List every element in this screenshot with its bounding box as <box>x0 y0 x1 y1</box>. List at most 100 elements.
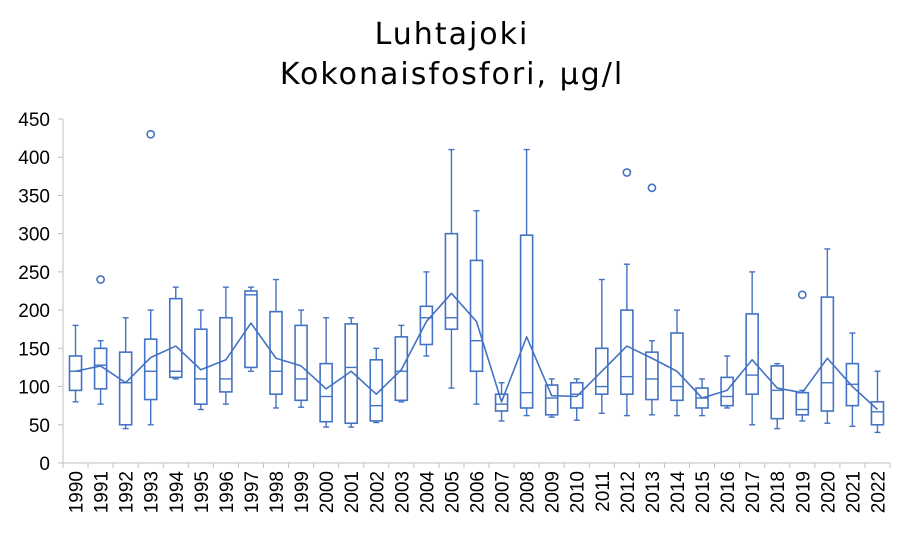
box-plot-2002 <box>369 347 384 424</box>
box-iqr <box>745 313 759 395</box>
x-tick-label: 2018 <box>768 471 789 513</box>
box-plot-1992 <box>118 317 133 430</box>
outlier-point <box>647 183 657 193</box>
box-plot-1990 <box>68 324 83 403</box>
box-plot-2022 <box>870 370 885 434</box>
box-iqr <box>118 351 133 426</box>
box-plot-2019 <box>795 290 810 422</box>
box-plot-2008 <box>519 148 534 417</box>
x-tick-label: 2021 <box>843 471 864 513</box>
box-plot-2000 <box>319 317 333 428</box>
x-tick-label: 1999 <box>292 471 313 513</box>
y-tick-label: 300 <box>18 225 50 246</box>
box-plot-1996 <box>219 286 233 405</box>
box-plot-2003 <box>394 324 409 403</box>
mean-line <box>75 292 879 411</box>
box-plot-2011 <box>594 278 609 415</box>
x-tick-label: 2020 <box>818 471 839 513</box>
x-tick-label: 2000 <box>317 471 338 513</box>
box-iqr <box>645 351 659 401</box>
box-iqr <box>569 381 584 409</box>
x-tick-label: 2010 <box>568 471 589 513</box>
y-tick-label: 0 <box>39 454 50 475</box>
box-plot-2012 <box>620 168 634 417</box>
x-tick-label: 2022 <box>868 471 889 513</box>
x-tick-label: 1997 <box>242 471 263 513</box>
box-iqr <box>419 305 434 346</box>
chart-title: Luhtajoki <box>375 17 530 52</box>
box-plot-1995 <box>194 309 208 411</box>
x-tick-label: 2014 <box>668 471 689 514</box>
box-iqr <box>319 362 333 423</box>
box-plots <box>68 129 885 434</box>
box-iqr <box>168 297 183 379</box>
x-tick-label: 2019 <box>793 471 814 513</box>
box-plot-2021 <box>845 332 860 428</box>
x-tick-label: 2003 <box>392 471 413 513</box>
box-plot-2010 <box>569 378 584 421</box>
box-plot-2005 <box>444 148 459 389</box>
x-tick-label: 2011 <box>593 471 614 512</box>
box-iqr <box>93 347 108 390</box>
x-tick-label: 2008 <box>518 471 539 513</box>
x-tick-label: 2015 <box>693 471 714 513</box>
y-axis: 0 50 100 150 200 250 300 350 400 450 <box>18 110 64 475</box>
box-plot-2014 <box>670 309 684 417</box>
outlier-point <box>96 275 105 284</box>
x-tick-label: 1991 <box>92 471 113 513</box>
box-iqr <box>670 332 684 402</box>
box-iqr <box>269 310 283 396</box>
box-plot-2009 <box>544 378 559 418</box>
x-tick-label: 1993 <box>142 471 163 513</box>
x-tick-label: 1995 <box>192 471 213 513</box>
box-plot-2001 <box>344 317 359 428</box>
box-iqr <box>244 290 258 369</box>
x-tick-label: 1992 <box>117 471 138 513</box>
y-tick-label: 50 <box>29 416 50 437</box>
box-plot-2006 <box>469 210 484 405</box>
y-tick-label: 400 <box>18 148 50 169</box>
x-tick-label: 1994 <box>167 471 188 514</box>
x-tick-label: 2007 <box>493 471 514 513</box>
box-iqr <box>620 309 634 396</box>
box-plot-1998 <box>269 278 283 409</box>
box-plot-2004 <box>419 271 434 357</box>
y-tick-label: 200 <box>18 301 50 322</box>
x-tick-label: 2004 <box>417 471 438 514</box>
x-tick-label: 2009 <box>543 471 564 513</box>
x-tick-label: 2005 <box>442 471 463 513</box>
box-iqr <box>444 232 459 331</box>
x-axis: 1990 1991 1992 1993 1994 1995 1996 1997 1998 1999… <box>62 462 891 514</box>
box-plot-1994 <box>168 286 183 380</box>
box-iqr <box>795 391 810 416</box>
box-plot-1997 <box>244 286 258 372</box>
box-plot-1999 <box>294 309 308 408</box>
outlier-point <box>797 290 807 300</box>
x-tick-label: 2001 <box>342 471 363 513</box>
y-tick-label: 350 <box>18 186 50 207</box>
box-plot-2013 <box>645 183 659 416</box>
outlier-point <box>146 129 156 139</box>
y-tick-label: 450 <box>18 110 50 131</box>
y-tick-label: 100 <box>18 378 50 399</box>
box-plot-2017 <box>745 271 759 426</box>
box-iqr <box>519 234 534 409</box>
box-iqr <box>68 355 83 392</box>
box-iqr <box>294 324 308 402</box>
box-iqr <box>344 323 359 425</box>
box-iqr <box>544 384 559 416</box>
box-iqr <box>820 296 835 412</box>
box-plot-2016 <box>720 355 734 409</box>
box-iqr <box>143 338 158 401</box>
chart-subtitle: Kokonaisfosfori, µg/l <box>280 57 624 92</box>
box-plot-2018 <box>770 362 785 430</box>
box-plot-1993 <box>143 129 158 426</box>
x-tick-label: 1998 <box>267 471 288 513</box>
x-tick-label: 1996 <box>217 471 238 513</box>
box-iqr <box>219 316 233 393</box>
box-plot-1991 <box>93 275 108 405</box>
y-tick-label: 250 <box>18 263 50 284</box>
x-tick-label: 2016 <box>718 471 739 513</box>
x-tick-label: 2012 <box>618 471 639 513</box>
x-tick-label: 1990 <box>67 471 88 513</box>
